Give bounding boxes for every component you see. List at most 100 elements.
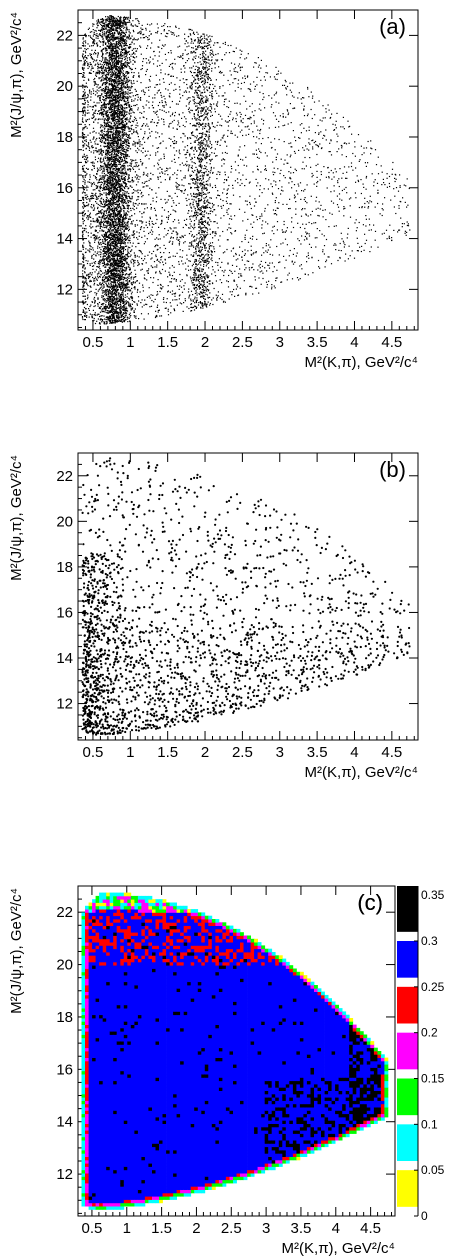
data-point [124, 139, 126, 141]
data-point [100, 202, 102, 205]
data-point [112, 241, 114, 243]
data-point [126, 154, 128, 157]
data-point [116, 107, 118, 109]
data-point [109, 93, 111, 95]
data-point [120, 194, 122, 196]
data-point [131, 287, 133, 289]
data-point [112, 47, 114, 49]
data-point [105, 107, 107, 109]
data-point [117, 221, 119, 223]
data-point [127, 301, 129, 303]
data-point [102, 28, 104, 30]
data-point [119, 163, 121, 165]
data-point [114, 212, 116, 214]
data-point [135, 164, 137, 166]
data-point [128, 19, 130, 21]
data-point [112, 29, 114, 31]
data-point [94, 251, 96, 253]
data-point [119, 251, 121, 253]
data-point [126, 225, 128, 227]
data-point [127, 61, 129, 64]
data-point [112, 120, 114, 122]
data-point [107, 194, 109, 196]
data-point [130, 262, 132, 264]
data-point [102, 36, 104, 38]
data-point [96, 221, 98, 223]
data-point [105, 16, 107, 18]
data-point [111, 177, 113, 179]
data-point [112, 40, 114, 42]
data-point [106, 122, 108, 124]
data-point [118, 283, 120, 286]
data-point [107, 260, 109, 262]
data-point [128, 239, 130, 241]
data-point [114, 149, 116, 151]
data-point [118, 136, 120, 139]
data-point [118, 274, 120, 276]
data-point [129, 21, 131, 23]
data-point [122, 166, 124, 168]
data-point [96, 187, 99, 189]
data-point [121, 262, 123, 264]
data-point [116, 17, 118, 19]
data-point [105, 26, 107, 28]
data-point [93, 236, 95, 238]
data-point [105, 74, 107, 76]
data-point [117, 144, 119, 146]
data-point [116, 200, 118, 202]
data-point [127, 140, 130, 142]
data-point [129, 306, 131, 308]
data-point [124, 132, 126, 134]
data-point [101, 296, 103, 298]
data-point [123, 177, 125, 179]
data-point [116, 174, 118, 176]
data-point [117, 213, 119, 215]
data-point [96, 235, 98, 237]
data-point [123, 167, 125, 169]
data-point [108, 72, 110, 74]
data-point [131, 283, 133, 286]
data-point [119, 296, 121, 298]
data-point [117, 237, 119, 239]
data-point [110, 139, 112, 142]
data-point [106, 197, 108, 199]
data-point [112, 290, 114, 292]
data-point [120, 152, 122, 155]
data-point [120, 85, 122, 87]
data-point [108, 192, 110, 194]
data-point [127, 165, 129, 167]
data-point [137, 261, 139, 264]
data-point [113, 28, 115, 31]
data-point [121, 241, 123, 243]
data-point [128, 192, 130, 195]
data-point [100, 130, 102, 132]
data-point [105, 196, 108, 198]
data-point [108, 121, 110, 123]
data-point [129, 303, 132, 305]
data-point [114, 104, 116, 106]
data-point [91, 106, 93, 108]
data-point [111, 24, 113, 26]
data-point [109, 200, 111, 202]
data-point [131, 86, 133, 88]
data-point [104, 117, 106, 120]
data-point [129, 58, 131, 60]
data-point [122, 149, 124, 151]
data-point [112, 301, 114, 303]
data-point [121, 188, 123, 190]
data-point [117, 216, 119, 218]
data-point [107, 122, 109, 125]
data-point [105, 183, 107, 185]
data-point [105, 226, 107, 228]
data-point [128, 50, 130, 53]
data-point [120, 76, 123, 78]
data-point [120, 166, 122, 168]
data-point [102, 258, 104, 260]
data-point [108, 187, 110, 189]
data-point [106, 114, 108, 116]
data-point [122, 124, 124, 126]
data-point [111, 173, 113, 175]
data-point [111, 295, 113, 297]
data-point [126, 210, 129, 212]
data-point [119, 233, 121, 235]
